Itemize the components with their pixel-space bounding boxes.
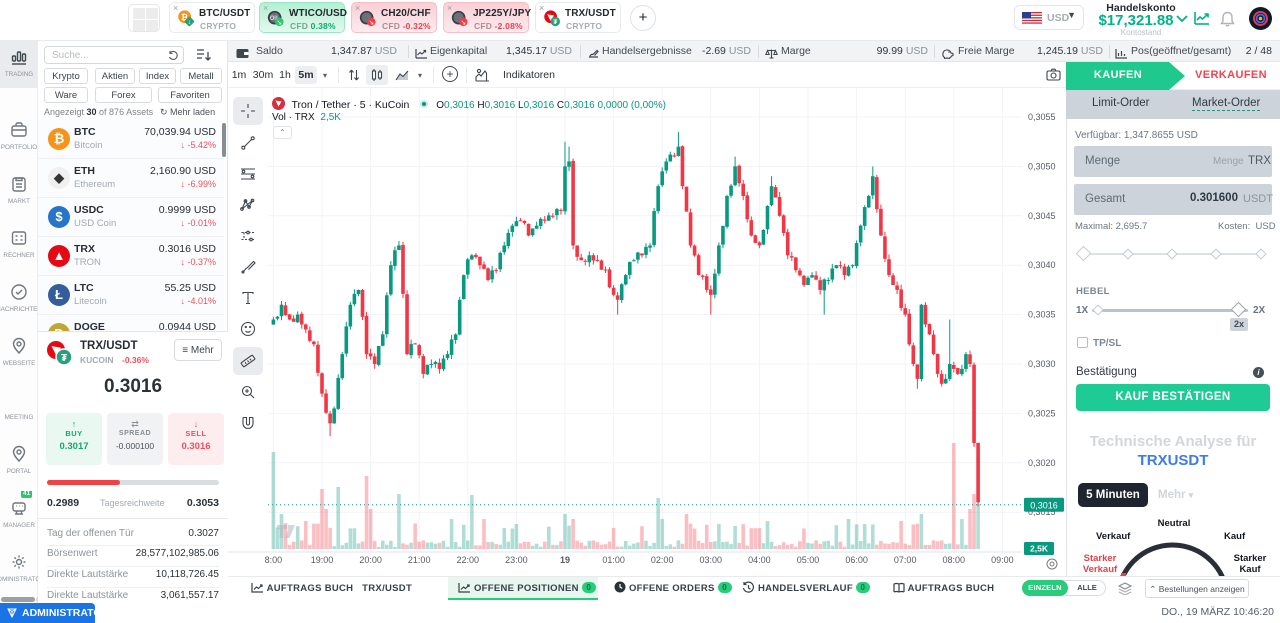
svg-text:07:00: 07:00: [894, 555, 917, 565]
svg-text:0,3050: 0,3050: [1028, 161, 1056, 171]
svg-text:19:00: 19:00: [311, 555, 334, 565]
svg-text:09:00: 09:00: [991, 555, 1014, 565]
svg-text:05:00: 05:00: [797, 555, 820, 565]
svg-text:01:00: 01:00: [602, 555, 625, 565]
svg-text:₿: ₿: [181, 12, 188, 22]
svg-text:23:00: 23:00: [505, 555, 528, 565]
svg-text:02:00: 02:00: [651, 555, 674, 565]
svg-text:0,3035: 0,3035: [1028, 310, 1056, 320]
svg-text:0,3020: 0,3020: [1028, 458, 1056, 468]
svg-text:↘: ↘: [461, 19, 466, 26]
svg-text:0,3045: 0,3045: [1028, 211, 1056, 221]
svg-text:₮: ₮: [553, 19, 558, 26]
svg-text:OIL: OIL: [270, 16, 280, 22]
svg-text:↘: ↘: [369, 19, 374, 26]
svg-text:08:00: 08:00: [943, 555, 966, 565]
svg-text:↘: ↘: [277, 19, 282, 26]
svg-text:19: 19: [560, 555, 570, 565]
svg-text:20:00: 20:00: [359, 555, 382, 565]
svg-text:04:00: 04:00: [748, 555, 771, 565]
svg-text:0,3030: 0,3030: [1028, 359, 1056, 369]
svg-text:0,3016: 0,3016: [1030, 500, 1058, 510]
svg-text:↓: ↓: [188, 19, 191, 26]
svg-text:06:00: 06:00: [845, 555, 868, 565]
svg-text:8:00: 8:00: [265, 555, 283, 565]
svg-text:0,3040: 0,3040: [1028, 260, 1056, 270]
svg-text:0,3015: 0,3015: [1028, 507, 1056, 517]
svg-text:2,5K: 2,5K: [1030, 544, 1049, 554]
svg-text:22:00: 22:00: [457, 555, 480, 565]
svg-text:0,3055: 0,3055: [1028, 112, 1056, 122]
svg-text:21:00: 21:00: [408, 555, 431, 565]
svg-text:03:00: 03:00: [700, 555, 723, 565]
svg-text:0,3025: 0,3025: [1028, 408, 1056, 418]
svg-text:₮: ₮: [61, 353, 67, 364]
